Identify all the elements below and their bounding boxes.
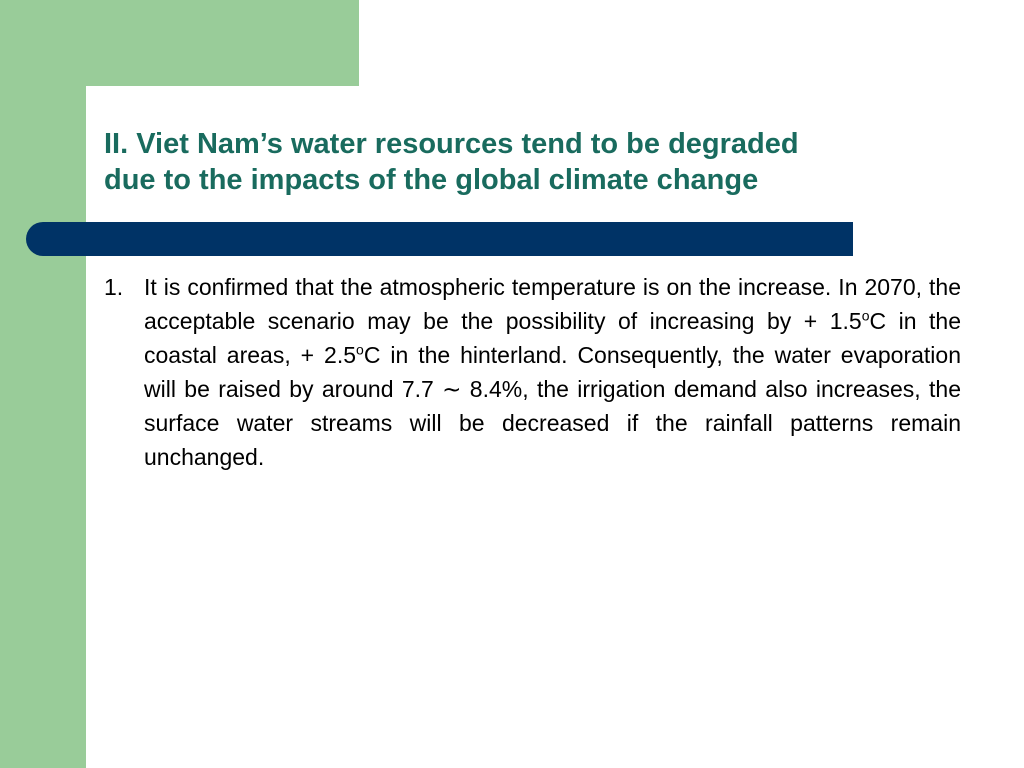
degree-superscript-1: o [861,307,870,324]
list-item-number: 1. [104,274,124,300]
degree-superscript-2: o [356,341,364,358]
green-side-band [0,0,86,768]
list-item-text: It is confirmed that the atmospheric tem… [144,270,961,474]
text-segment-3: C in the hinterland. Consequently, the w… [144,342,962,470]
slide-title: II. Viet Nam’s water resources tend to b… [104,126,984,198]
list-item: 1. It is confirmed that the atmospheric … [104,270,961,474]
text-segment-2: C in the coastal areas, + 2.5 [144,308,962,368]
title-line-1: II. Viet Nam’s water resources tend to b… [104,128,799,160]
title-line-2: due to the impacts of the global climate… [104,164,759,196]
content-panel [86,86,1024,768]
green-top-band [0,0,359,86]
text-segment-1: It is confirmed that the atmospheric tem… [144,274,961,334]
title-divider-bar [26,222,853,256]
body-list: 1. It is confirmed that the atmospheric … [104,270,961,474]
